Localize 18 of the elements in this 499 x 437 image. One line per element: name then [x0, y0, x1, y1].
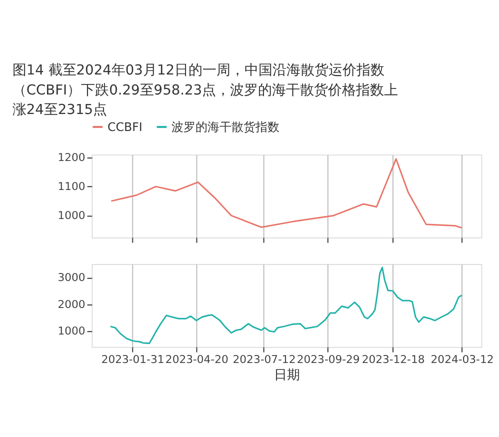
y-tick-label: 1100: [58, 180, 86, 193]
y-tick-label: 1200: [58, 150, 86, 164]
y-tick-label: 1000: [58, 324, 86, 338]
x-tick-label: 2024-03-12: [430, 353, 494, 366]
legend-label: 波罗的海干散货指数: [172, 120, 280, 134]
x-tick-label: 2023-09-29: [296, 353, 360, 366]
y-tick-label: 2000: [58, 298, 86, 311]
chart-title: 图14 截至2024年03月12日的一周，中国沿海散货运价指数（CCBFI）下跌0.29至958.23点，波罗的海干散货价格指数上涨24至2315点: [12, 62, 398, 118]
x-tick-label: 2023-04-20: [165, 353, 228, 366]
legend-label: CCBFI: [107, 120, 142, 134]
x-tick-label: 2023-01-31: [101, 353, 164, 366]
y-tick-label: 1000: [58, 209, 86, 222]
line-series: [110, 266, 463, 344]
x-tick-label: 2023-12-18: [362, 353, 425, 366]
y-tick-label: 3000: [58, 270, 86, 284]
line-series: [110, 158, 463, 229]
x-tick-label: 2023-07-12: [232, 353, 296, 366]
x-axis-title: 日期: [274, 368, 300, 383]
